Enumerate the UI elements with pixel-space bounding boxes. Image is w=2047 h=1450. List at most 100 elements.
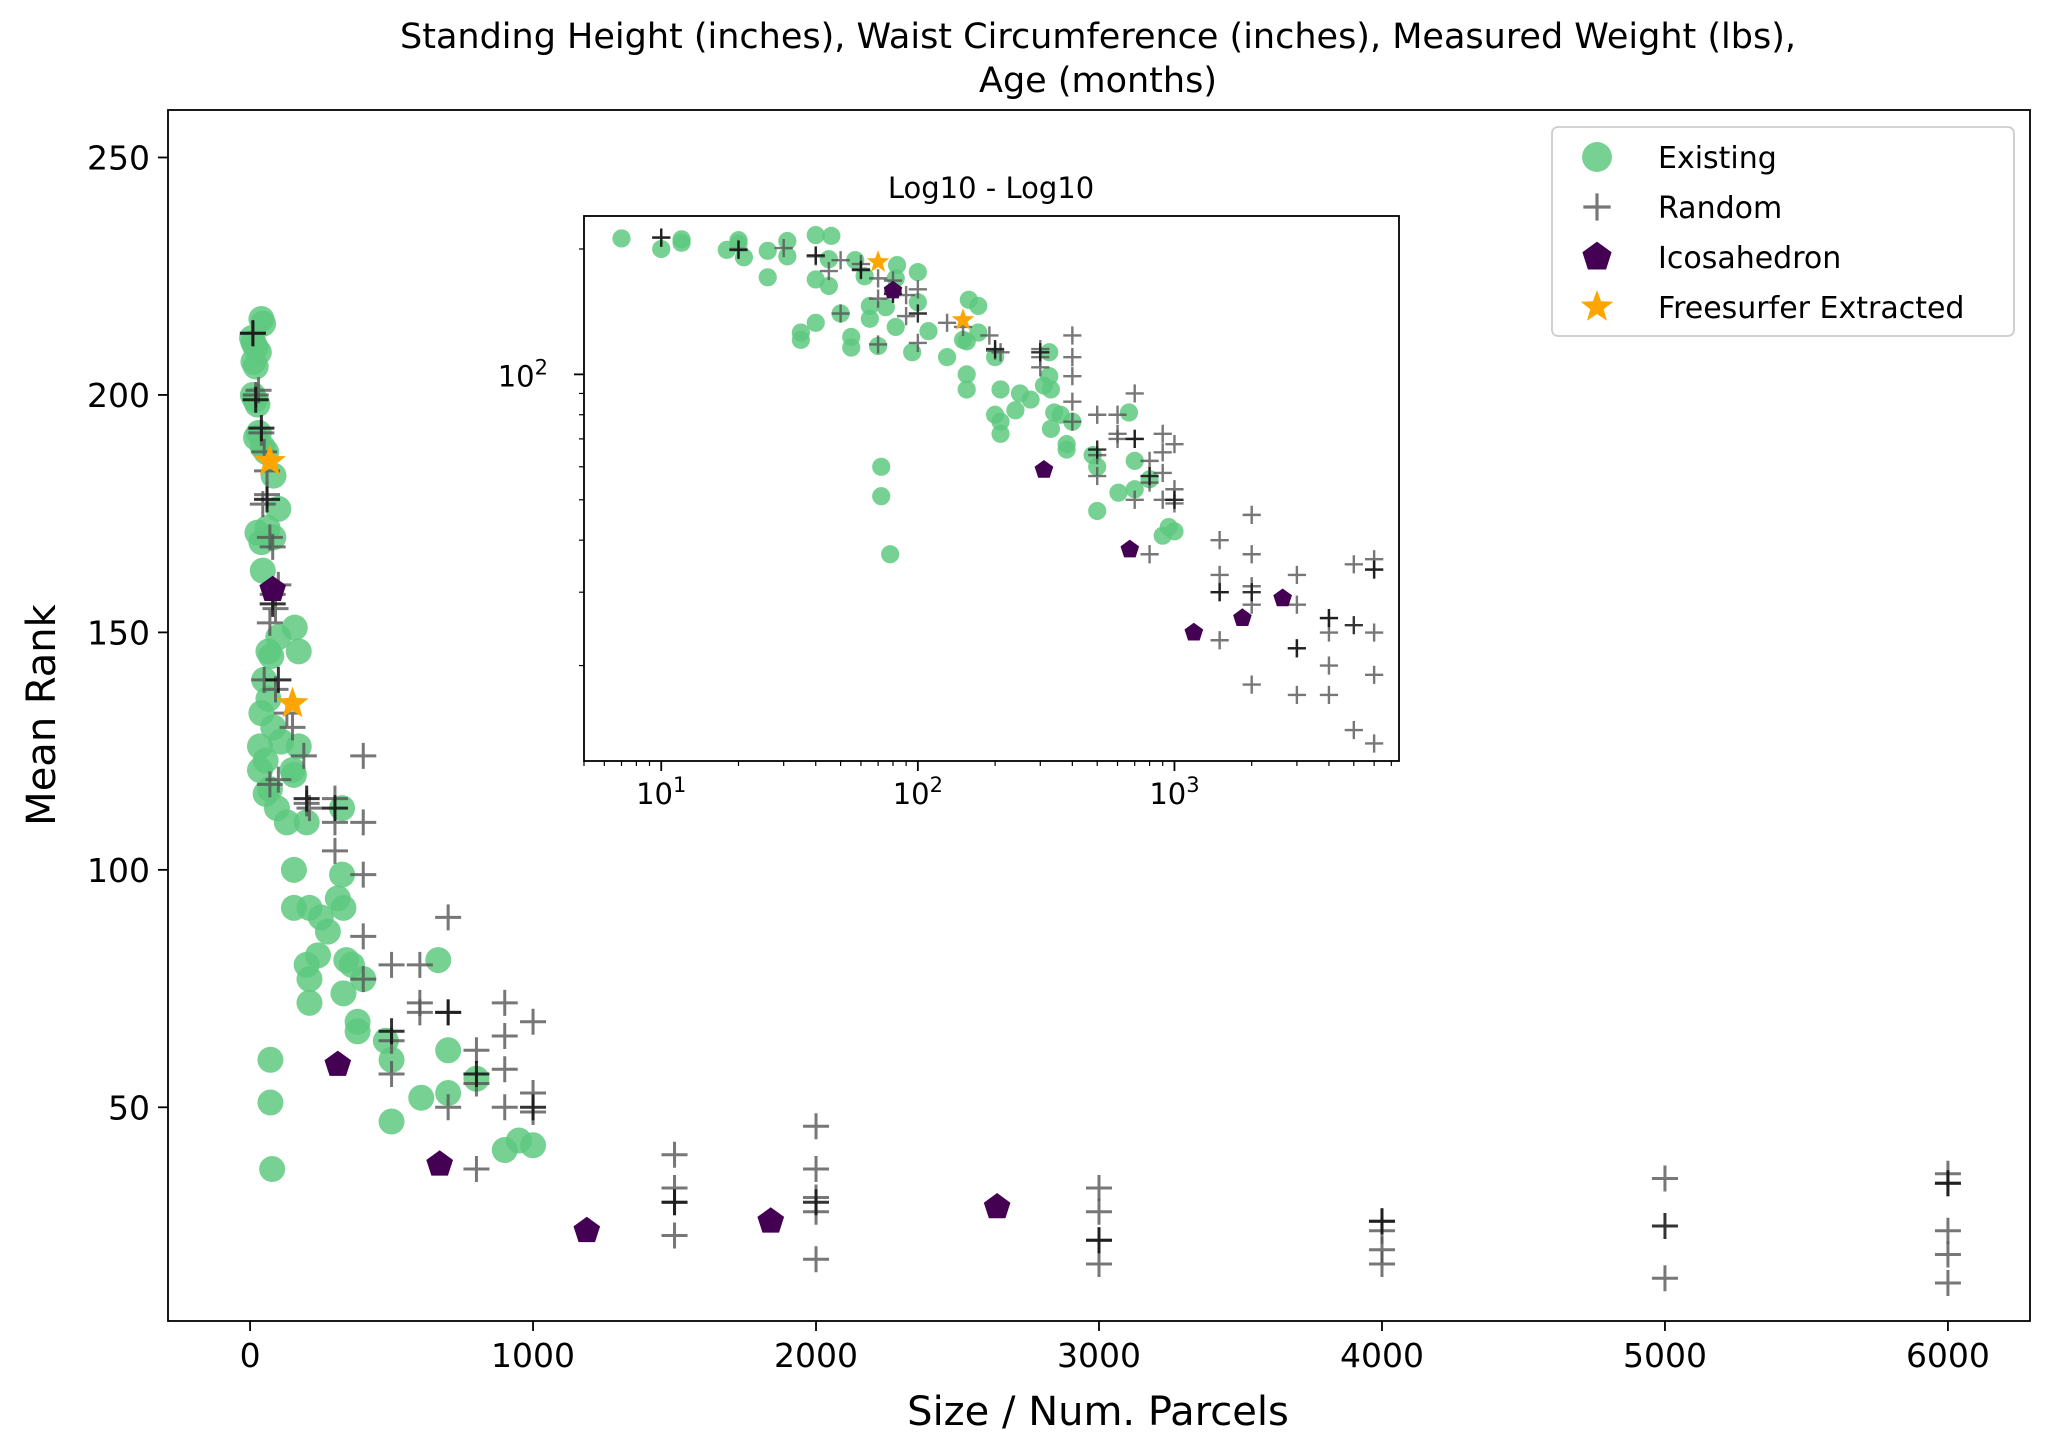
legend-items: Existing Random Icosahedron Freesurfer Extr… <box>1580 141 1964 326</box>
inset-existing-point <box>887 255 907 275</box>
existing-point <box>259 1156 286 1183</box>
legend-item: Icosahedron <box>1582 241 1841 276</box>
inset-random-point <box>980 326 999 345</box>
inset-random-point <box>1344 720 1363 740</box>
chart-title: Standing Height (inches), Waist Circumfe… <box>400 17 1796 101</box>
inset-random-point <box>1125 384 1144 403</box>
inset-random-median-point <box>985 339 1005 359</box>
inset-random-point <box>869 335 888 354</box>
inset-random-point <box>1088 405 1107 424</box>
inset-random-point <box>869 269 888 288</box>
existing-point <box>285 638 312 665</box>
inset-random-point <box>1242 545 1261 564</box>
inset-random-point <box>869 289 888 308</box>
icosahedron-point <box>426 1150 453 1176</box>
inset-random-median-point <box>1319 608 1339 628</box>
random-point <box>1934 1217 1961 1244</box>
icosahedron-point <box>573 1216 601 1243</box>
inset-random-median-point <box>1365 560 1384 579</box>
existing-point <box>408 1084 435 1111</box>
inset-random-point <box>1242 675 1261 694</box>
inset-random-median-point <box>1031 343 1050 362</box>
random-point <box>350 861 377 888</box>
inset-existing-point <box>1088 501 1107 521</box>
inset-random-point <box>819 261 838 281</box>
inset-existing-point <box>1021 390 1040 409</box>
inset-existing-point <box>957 380 976 399</box>
y-tick-label: 50 <box>108 1088 150 1127</box>
legend-label: Icosahedron <box>1658 241 1841 276</box>
existing-point <box>265 495 292 522</box>
random-point <box>435 904 462 931</box>
inset-existing-point <box>886 317 905 337</box>
legend-item: Random <box>1583 191 1782 226</box>
inset-random-point <box>1210 631 1229 650</box>
main-data-marks <box>239 305 1961 1297</box>
inset-random-median-point <box>729 240 748 259</box>
y-axis-label: Mean Rank <box>19 603 65 825</box>
inset-random-median-point <box>851 260 871 280</box>
inset-icosahedron-point <box>1120 539 1140 558</box>
existing-point <box>281 614 308 641</box>
inset-random-point <box>1063 348 1082 367</box>
random-point <box>406 951 433 978</box>
x-tick-label: 3000 <box>1057 1336 1141 1375</box>
inset-random-median-point <box>1242 583 1261 602</box>
existing-point <box>280 856 307 883</box>
random-point <box>463 1037 490 1064</box>
existing-point <box>425 947 452 974</box>
random-point <box>803 1156 830 1183</box>
icosahedron-point <box>983 1193 1011 1219</box>
icosahedron-point <box>757 1207 785 1233</box>
x-tick-label: 1000 <box>491 1336 575 1375</box>
inset-random-point <box>1063 367 1082 386</box>
inset-random-median-point <box>1344 616 1363 635</box>
random-median-point <box>803 1189 830 1216</box>
random-median-point <box>239 320 266 347</box>
existing-point <box>249 557 276 584</box>
inset-existing-point <box>957 365 976 384</box>
random-median-point <box>520 1094 547 1121</box>
inset-existing-point <box>778 247 797 266</box>
existing-point <box>329 861 356 888</box>
existing-point <box>250 310 277 337</box>
inset-random-median-point <box>1210 583 1229 602</box>
x-tick-label: 5000 <box>1623 1336 1707 1375</box>
inset-random-median-point <box>1165 490 1184 509</box>
existing-point <box>244 391 271 418</box>
inset-existing-point <box>612 229 631 248</box>
random-median-point <box>1368 1208 1395 1235</box>
inset-existing-point <box>991 424 1010 443</box>
title-line-1: Standing Height (inches), Waist Circumfe… <box>400 17 1796 57</box>
inset-random-point <box>1108 405 1127 424</box>
random-point <box>491 1094 518 1121</box>
random-point <box>256 609 283 636</box>
random-point <box>321 837 348 864</box>
random-point <box>1086 1175 1112 1202</box>
random-point <box>520 1008 547 1035</box>
random-point <box>249 491 276 518</box>
random-point <box>406 999 433 1026</box>
x-tick-label: 4000 <box>1340 1336 1424 1375</box>
random-point <box>378 951 405 978</box>
inset-random-point <box>1063 412 1082 431</box>
existing-point <box>242 353 269 380</box>
random-median-point <box>378 1018 405 1045</box>
inset-existing-point <box>842 338 861 357</box>
inset-random-point <box>831 304 850 323</box>
inset-existing-point <box>791 330 810 349</box>
y-tick-label: 200 <box>87 376 150 415</box>
inset-data-marks <box>612 225 1384 753</box>
inset-existing-point <box>872 457 891 476</box>
random-median-point <box>661 1189 688 1216</box>
icosahedron-point <box>259 575 286 601</box>
legend-marker-random-point <box>1583 193 1611 221</box>
inset-existing-point <box>881 545 900 564</box>
inset-y-axis-ticks: 102 <box>498 248 584 667</box>
existing-point <box>330 894 357 921</box>
x-axis-label: Size / Num. Parcels <box>907 1389 1289 1435</box>
existing-point <box>257 1089 284 1116</box>
inset-random-point <box>1319 685 1339 705</box>
inset-random-point <box>1165 435 1184 454</box>
